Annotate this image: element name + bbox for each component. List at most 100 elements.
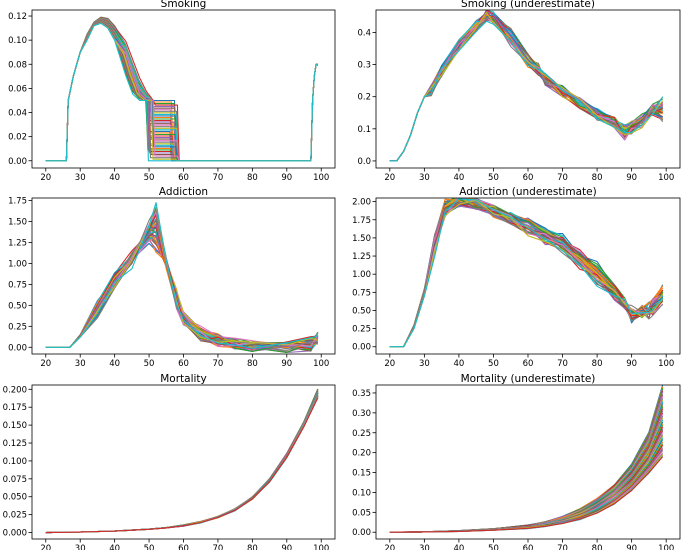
series-line [45, 393, 319, 534]
series-line [389, 388, 664, 533]
x-tick-label: 30 [419, 173, 430, 183]
x-tick-label: 90 [281, 544, 292, 550]
x-tick-label: 60 [523, 359, 534, 369]
series-line [45, 22, 319, 162]
series-line [45, 226, 319, 351]
series-line [45, 390, 319, 534]
y-tick-label: 0.25 [352, 325, 371, 335]
y-tick-label: 0.08 [8, 60, 27, 70]
y-tick-label: 1.50 [352, 234, 371, 244]
x-tick-label: 50 [488, 359, 499, 369]
chart-panel-2: Smoking (underestimate) 20 30 40 50 60 70 80 90 1… [357, 0, 681, 183]
x-tick-label: 100 [313, 359, 329, 369]
series-line [389, 415, 664, 533]
series-line [45, 394, 319, 534]
x-tick-label: 40 [109, 544, 120, 550]
series-group [45, 388, 319, 534]
y-tick-label: 0.12 [8, 12, 27, 22]
series-line [45, 395, 319, 534]
x-tick-label: 100 [313, 544, 329, 550]
x-tick-label: 20 [40, 359, 51, 369]
axes-frame [31, 197, 336, 355]
series-line [389, 412, 664, 533]
y-tick-label: 1.25 [352, 252, 371, 262]
x-tick-label: 40 [109, 173, 120, 183]
series-line [389, 410, 664, 533]
chart-title: Addiction [159, 186, 208, 198]
series-line [45, 21, 319, 162]
chart-title: Mortality (underestimate) [461, 373, 596, 385]
series-line [45, 235, 319, 353]
x-tick-label: 80 [592, 173, 603, 183]
chart-panel-3: Addiction 20 30 40 50 60 70 80 90 100 0.00 0.25 0.50… [8, 186, 336, 369]
series-line [45, 21, 319, 162]
series-line [45, 235, 319, 350]
series-line [45, 392, 319, 534]
series-line [45, 21, 319, 162]
x-tick-label: 40 [453, 173, 464, 183]
y-tick-label: 0.35 [352, 389, 371, 399]
y-tick-label: 2.00 [352, 198, 371, 208]
chart-panel-4: Addiction (underestimate) 20 30 40 50 60 70 80 9… [352, 186, 681, 369]
y-tick-label: 0.1 [357, 125, 371, 135]
series-line [45, 397, 319, 534]
x-tick-label: 30 [75, 359, 86, 369]
x-tick-label: 50 [488, 544, 499, 550]
series-line [45, 220, 318, 352]
series-line [45, 394, 319, 534]
series-line [45, 392, 319, 534]
y-tick-label: 0.025 [3, 511, 27, 521]
y-tick-label: 1.00 [8, 259, 27, 269]
axes-frame [31, 384, 336, 540]
x-tick-label: 90 [626, 544, 637, 550]
y-tick-label: 0.06 [8, 84, 27, 94]
series-line [45, 22, 319, 162]
y-tick-label: 0.05 [352, 508, 371, 518]
y-tick-label: 0.10 [8, 36, 27, 46]
series-line [45, 236, 319, 352]
axes-frame [375, 9, 681, 169]
series-line [45, 392, 319, 534]
series-line [45, 392, 319, 534]
y-tick-label: 0.10 [352, 488, 371, 498]
series-line [45, 230, 319, 350]
series-line [389, 201, 664, 348]
series-line [45, 239, 319, 354]
y-tick-label: 1.25 [8, 238, 27, 248]
x-tick-label: 20 [384, 359, 395, 369]
series-line [389, 394, 664, 533]
series-group [45, 202, 319, 354]
y-tick-label: 1.00 [352, 270, 371, 280]
x-tick-label: 30 [75, 173, 86, 183]
y-tick-label: 0.2 [357, 93, 371, 103]
series-line [45, 393, 319, 534]
x-tick-label: 90 [281, 359, 292, 369]
x-tick-label: 60 [178, 173, 189, 183]
x-tick-label: 20 [384, 173, 395, 183]
chart-panel-1: Smoking 20 30 40 50 60 70 80 90 100 0.00 0.02 0.04 0.… [8, 0, 336, 183]
y-tick-label: 0.15 [352, 469, 371, 479]
series-line [45, 232, 319, 349]
y-tick-label: 0.075 [3, 475, 27, 485]
y-tick-label: 0.75 [352, 288, 371, 298]
series-line [45, 20, 319, 162]
series-line [45, 202, 318, 349]
series-line [45, 390, 319, 534]
y-tick-label: 0.75 [8, 280, 27, 290]
x-tick-label: 90 [281, 173, 292, 183]
x-tick-label: 70 [213, 544, 224, 550]
chart-title: Smoking [161, 0, 207, 10]
x-tick-label: 50 [144, 544, 155, 550]
series-line [389, 400, 664, 533]
series-line [45, 396, 319, 534]
x-tick-label: 100 [658, 173, 674, 183]
series-line [389, 11, 664, 162]
x-tick-label: 80 [247, 173, 258, 183]
y-tick-label: 0.04 [8, 109, 27, 119]
x-tick-label: 80 [247, 359, 258, 369]
y-tick-label: 0.125 [3, 439, 27, 449]
axes-frame [31, 9, 336, 169]
x-tick-label: 30 [75, 544, 86, 550]
series-line [45, 388, 319, 534]
